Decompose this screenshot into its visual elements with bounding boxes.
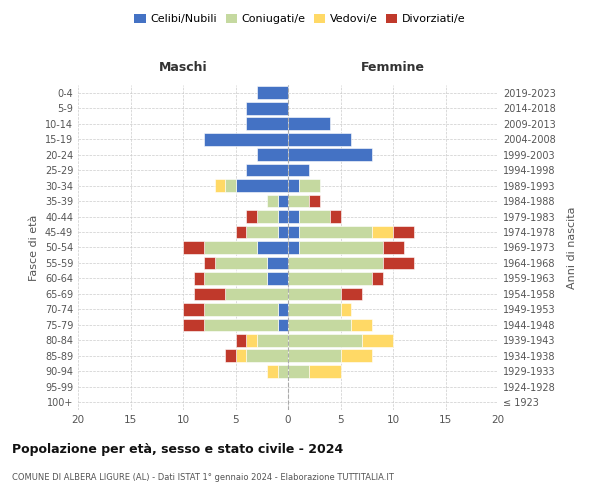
Bar <box>225 350 235 362</box>
Bar <box>299 210 330 223</box>
Y-axis label: Fasce di età: Fasce di età <box>29 214 39 280</box>
Legend: Celibi/Nubili, Coniugati/e, Vedovi/e, Divorziati/e: Celibi/Nubili, Coniugati/e, Vedovi/e, Di… <box>131 10 469 28</box>
Bar <box>277 365 288 378</box>
Bar <box>277 210 288 223</box>
Bar <box>277 303 288 316</box>
Bar <box>299 241 383 254</box>
Bar <box>183 303 204 316</box>
Bar <box>277 318 288 331</box>
Bar <box>372 272 383 285</box>
Bar <box>288 365 309 378</box>
Bar <box>235 226 246 238</box>
Bar <box>193 272 204 285</box>
Bar <box>246 334 257 346</box>
Bar <box>288 210 299 223</box>
Bar <box>372 226 393 238</box>
Bar <box>267 365 277 378</box>
Bar <box>267 272 288 285</box>
Bar <box>246 102 288 115</box>
Bar <box>235 179 288 192</box>
Bar <box>246 350 288 362</box>
Bar <box>215 256 267 270</box>
Bar <box>183 241 204 254</box>
Bar <box>267 194 277 207</box>
Bar <box>288 318 351 331</box>
Bar <box>215 179 225 192</box>
Bar <box>246 164 288 176</box>
Bar <box>225 179 235 192</box>
Bar <box>257 86 288 99</box>
Bar <box>288 133 351 145</box>
Bar <box>299 226 372 238</box>
Bar <box>204 303 277 316</box>
Text: COMUNE DI ALBERA LIGURE (AL) - Dati ISTAT 1° gennaio 2024 - Elaborazione TUTTITA: COMUNE DI ALBERA LIGURE (AL) - Dati ISTA… <box>12 472 394 482</box>
Bar <box>341 303 351 316</box>
Text: Popolazione per età, sesso e stato civile - 2024: Popolazione per età, sesso e stato civil… <box>12 442 343 456</box>
Bar <box>193 288 225 300</box>
Bar <box>246 118 288 130</box>
Bar <box>288 303 341 316</box>
Bar <box>267 256 288 270</box>
Bar <box>309 194 320 207</box>
Bar <box>330 210 341 223</box>
Bar <box>288 164 309 176</box>
Bar <box>277 226 288 238</box>
Bar <box>235 350 246 362</box>
Bar <box>204 272 267 285</box>
Bar <box>225 288 288 300</box>
Bar <box>277 194 288 207</box>
Bar <box>288 256 383 270</box>
Bar <box>246 210 257 223</box>
Bar <box>288 118 330 130</box>
Bar <box>288 226 299 238</box>
Bar <box>257 148 288 161</box>
Bar <box>246 226 277 238</box>
Bar <box>341 350 372 362</box>
Bar <box>183 318 204 331</box>
Text: Maschi: Maschi <box>158 61 208 74</box>
Text: Femmine: Femmine <box>361 61 425 74</box>
Y-axis label: Anni di nascita: Anni di nascita <box>567 206 577 288</box>
Bar <box>309 365 341 378</box>
Bar <box>393 226 414 238</box>
Bar <box>361 334 393 346</box>
Bar <box>288 148 372 161</box>
Bar <box>204 241 257 254</box>
Bar <box>341 288 361 300</box>
Bar <box>204 256 215 270</box>
Bar <box>257 210 277 223</box>
Bar <box>204 318 277 331</box>
Bar <box>288 272 372 285</box>
Bar <box>383 256 414 270</box>
Bar <box>288 350 341 362</box>
Bar <box>299 179 320 192</box>
Bar <box>351 318 372 331</box>
Bar <box>288 334 361 346</box>
Bar <box>288 241 299 254</box>
Bar <box>383 241 404 254</box>
Bar <box>288 179 299 192</box>
Bar <box>257 241 288 254</box>
Bar <box>288 194 309 207</box>
Bar <box>204 133 288 145</box>
Bar <box>235 334 246 346</box>
Bar <box>288 288 341 300</box>
Bar <box>257 334 288 346</box>
